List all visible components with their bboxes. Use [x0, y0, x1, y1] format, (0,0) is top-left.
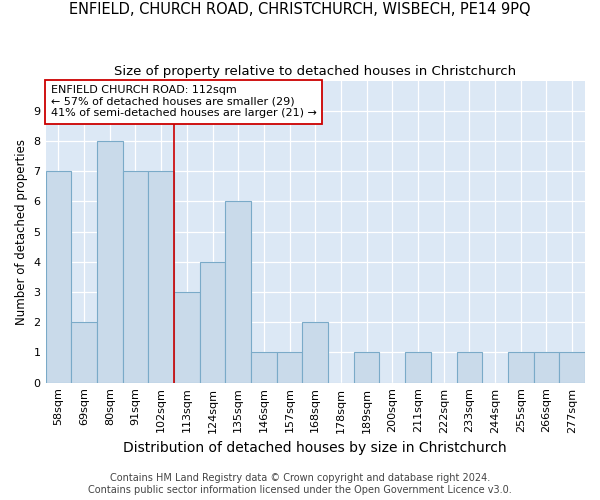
- Bar: [354, 352, 379, 382]
- Bar: [533, 352, 559, 382]
- Text: ENFIELD CHURCH ROAD: 112sqm
← 57% of detached houses are smaller (29)
41% of sem: ENFIELD CHURCH ROAD: 112sqm ← 57% of det…: [51, 85, 317, 118]
- Bar: [226, 202, 251, 382]
- Text: Contains HM Land Registry data © Crown copyright and database right 2024.
Contai: Contains HM Land Registry data © Crown c…: [88, 474, 512, 495]
- Bar: [71, 322, 97, 382]
- Bar: [46, 171, 71, 382]
- Bar: [122, 171, 148, 382]
- Text: ENFIELD, CHURCH ROAD, CHRISTCHURCH, WISBECH, PE14 9PQ: ENFIELD, CHURCH ROAD, CHRISTCHURCH, WISB…: [69, 2, 531, 18]
- X-axis label: Distribution of detached houses by size in Christchurch: Distribution of detached houses by size …: [124, 441, 507, 455]
- Bar: [200, 262, 226, 382]
- Bar: [508, 352, 533, 382]
- Y-axis label: Number of detached properties: Number of detached properties: [15, 138, 28, 324]
- Bar: [457, 352, 482, 382]
- Bar: [148, 171, 174, 382]
- Bar: [277, 352, 302, 382]
- Bar: [174, 292, 200, 382]
- Title: Size of property relative to detached houses in Christchurch: Size of property relative to detached ho…: [114, 65, 517, 78]
- Bar: [302, 322, 328, 382]
- Bar: [97, 141, 122, 382]
- Bar: [559, 352, 585, 382]
- Bar: [251, 352, 277, 382]
- Bar: [405, 352, 431, 382]
